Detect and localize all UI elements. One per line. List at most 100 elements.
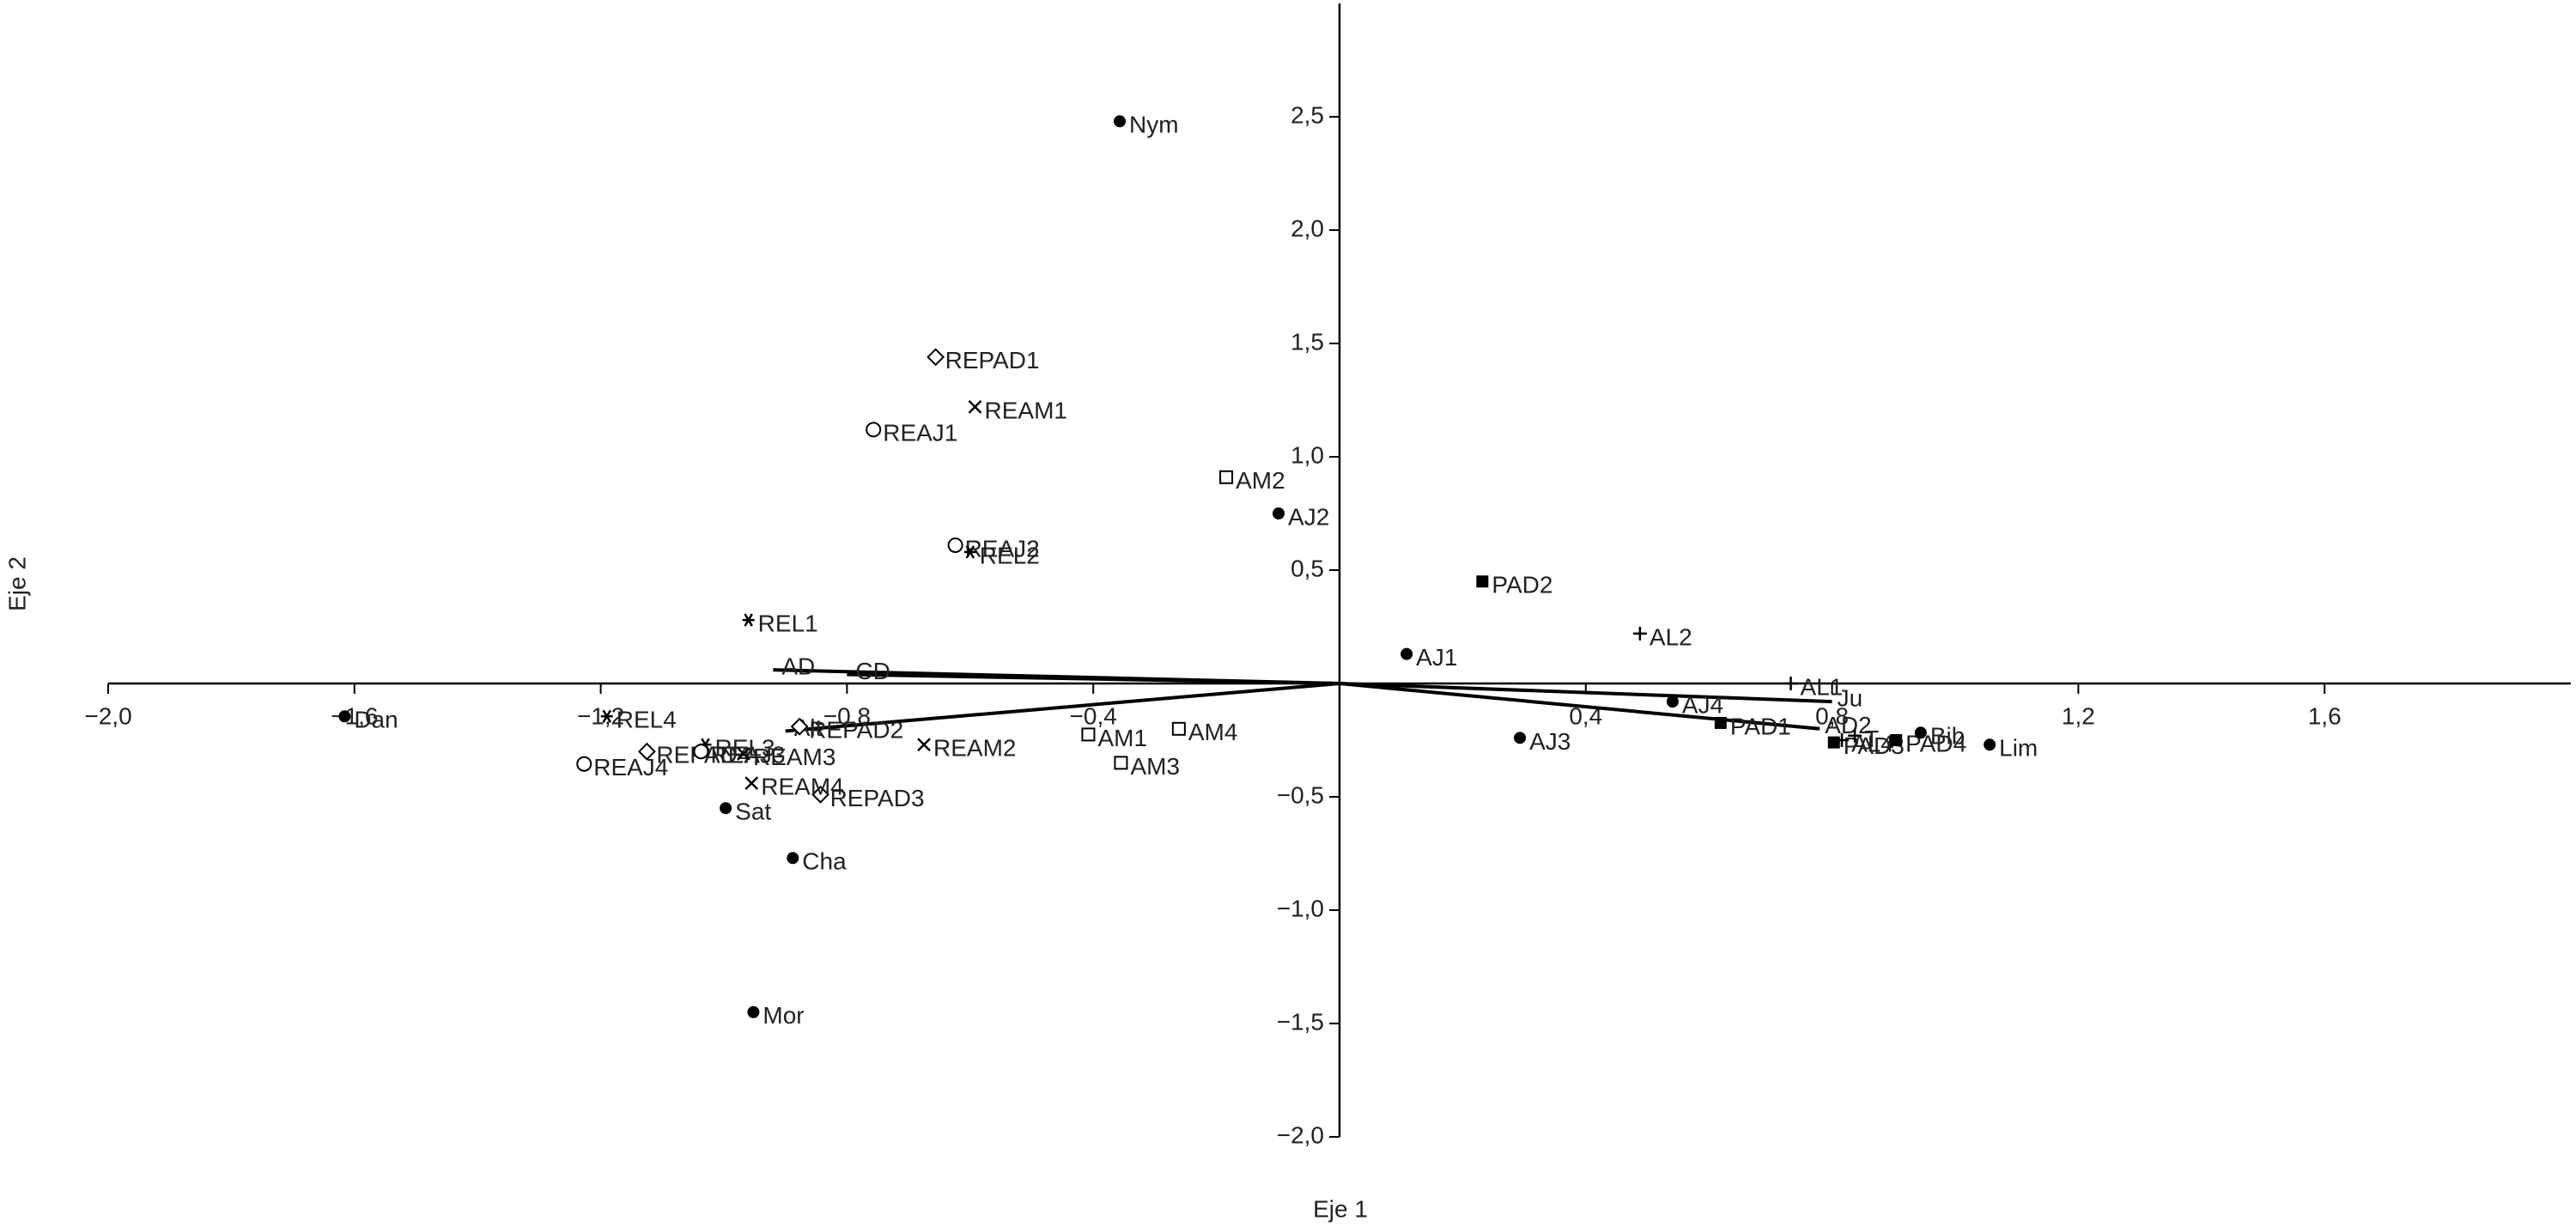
point-label: REAM1: [985, 397, 1067, 423]
point: [1714, 716, 1727, 729]
x-tick-label: 0,8: [1815, 702, 1849, 729]
point: [1984, 738, 1996, 751]
point: [1114, 115, 1127, 128]
point-label: AM1: [1097, 725, 1147, 751]
point: [963, 545, 976, 559]
point-label: REAM2: [933, 735, 1016, 762]
point-label: REL4: [617, 707, 677, 733]
vector: [1339, 682, 1820, 731]
vector-label: Ju: [1838, 685, 1863, 712]
y-tick-label: −2,0: [1277, 1121, 1324, 1148]
point-label: AJ1: [1416, 644, 1457, 671]
point: [1081, 727, 1096, 742]
point: [600, 709, 613, 723]
point: [747, 1005, 760, 1018]
point: [1783, 677, 1798, 690]
point-label: Mor: [762, 1002, 804, 1029]
point: [866, 422, 882, 438]
point-label: REPAD1: [945, 347, 1040, 374]
y-tick-label: −0,5: [1277, 781, 1324, 808]
point: [693, 744, 709, 760]
point-label: REPAD3: [830, 785, 925, 811]
point: [1914, 726, 1927, 739]
vector: [785, 682, 1340, 733]
point-label: PAD2: [1492, 572, 1552, 598]
point: [927, 348, 945, 367]
point: [787, 852, 799, 865]
y-tick-label: 2,5: [1291, 101, 1324, 128]
point-label: REL1: [758, 610, 818, 636]
vector-label: AD2: [1825, 712, 1871, 738]
y-tick-label: −1,0: [1277, 895, 1324, 921]
x-tick-label: −1,2: [577, 702, 624, 729]
y-tick-label: −1,5: [1277, 1008, 1324, 1035]
point: [742, 613, 755, 627]
y-tick-label: 1,0: [1291, 441, 1324, 468]
point: [811, 785, 829, 804]
point: [790, 717, 809, 736]
y-tick-label: 2,0: [1291, 215, 1324, 241]
point-label: REAM4: [761, 774, 843, 800]
point: [737, 746, 750, 761]
point: [947, 537, 963, 553]
point-label: AL2: [1649, 623, 1692, 650]
point-label: REPAD2: [809, 717, 903, 744]
point: [338, 710, 351, 723]
point: [744, 776, 759, 791]
point-label: AJ2: [1288, 503, 1329, 530]
point-label: Lim: [1999, 735, 2038, 762]
point: [968, 400, 982, 414]
point-label: AJ3: [1529, 728, 1571, 755]
point-label: REL2: [980, 542, 1040, 568]
point-label: AL4: [1851, 730, 1894, 756]
point-label: REAJ3: [710, 742, 785, 768]
point-label: AL1: [1801, 673, 1844, 700]
point: [720, 802, 732, 815]
x-tick-label: −2,0: [84, 702, 131, 729]
point-label: REAJ4: [593, 754, 668, 781]
point: [1890, 734, 1903, 746]
point-label: AM4: [1188, 719, 1238, 745]
x-axis-title: Eje 1: [1313, 1195, 1368, 1222]
point-label: Nym: [1129, 112, 1179, 138]
point-label: Cha: [802, 848, 847, 875]
point: [1171, 721, 1186, 736]
x-tick-label: 1,6: [2308, 702, 2342, 729]
point-label: Dan: [354, 707, 398, 733]
point: [1514, 732, 1527, 744]
point-label: PAD1: [1730, 713, 1791, 739]
point: [1476, 575, 1489, 588]
point: [917, 738, 931, 752]
point-label: AM3: [1130, 753, 1180, 780]
vector-label: CD: [855, 658, 890, 684]
point-label: Bib: [1930, 723, 1965, 750]
point: [1632, 626, 1647, 641]
point-label: REL3: [714, 735, 775, 762]
vector-label: AD: [781, 653, 815, 680]
point: [1848, 728, 1862, 743]
point-label: REAJ1: [883, 420, 957, 446]
y-tick-label: 1,5: [1291, 328, 1324, 355]
point: [576, 756, 592, 772]
point: [1114, 756, 1128, 770]
point: [1219, 470, 1234, 484]
point: [1835, 733, 1850, 747]
point-label: AM2: [1236, 467, 1285, 494]
x-tick-label: 1,2: [2062, 702, 2095, 729]
point-label: REAJ2: [965, 535, 1040, 562]
point: [1827, 736, 1840, 749]
vector: [1339, 682, 1832, 704]
point: [1400, 647, 1413, 660]
point: [1273, 507, 1285, 519]
point-label: REAM3: [753, 744, 835, 770]
point-label: T: [1864, 726, 1879, 752]
point-label: Sat: [735, 799, 771, 825]
y-axis-title: Eje 2: [3, 556, 30, 611]
point: [1666, 696, 1679, 708]
vector: [847, 672, 1340, 685]
point: [637, 742, 656, 761]
point-label: AJ4: [1682, 692, 1723, 719]
y-tick-label: 0,5: [1291, 555, 1324, 581]
